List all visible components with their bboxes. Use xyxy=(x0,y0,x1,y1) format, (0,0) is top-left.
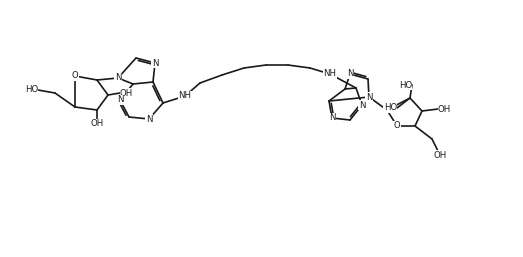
Text: O: O xyxy=(394,122,400,131)
Text: N: N xyxy=(329,114,335,123)
Text: NH: NH xyxy=(178,91,191,100)
Text: HO: HO xyxy=(25,86,38,95)
Text: OH: OH xyxy=(434,151,447,160)
Text: N: N xyxy=(115,74,121,82)
Text: OH: OH xyxy=(438,105,451,114)
Text: O: O xyxy=(72,71,78,80)
Text: N: N xyxy=(366,93,372,102)
Text: N: N xyxy=(117,96,123,105)
Text: OH: OH xyxy=(120,88,133,97)
Text: N: N xyxy=(359,100,365,109)
Text: OH: OH xyxy=(90,120,104,128)
Text: N: N xyxy=(152,59,158,68)
Text: HO: HO xyxy=(384,104,397,113)
Text: HO: HO xyxy=(399,80,412,89)
Text: NH: NH xyxy=(324,69,336,78)
Text: N: N xyxy=(347,69,353,78)
Text: N: N xyxy=(146,115,152,124)
